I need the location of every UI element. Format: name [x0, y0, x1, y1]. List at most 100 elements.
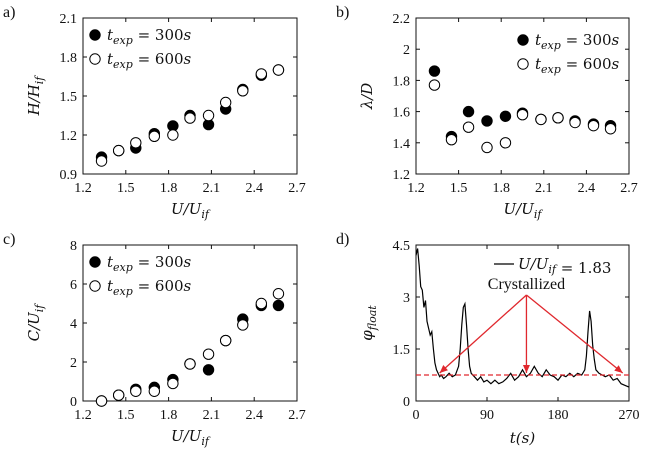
x-tick-label: 1.8 — [160, 408, 178, 423]
point-600s — [184, 358, 196, 370]
point-600s — [148, 385, 161, 397]
y-axis-label: λ/D — [358, 83, 376, 111]
y-tick-label: 2 — [70, 356, 77, 371]
y-axis-label: H/Hif — [25, 75, 46, 117]
legend-part: t — [535, 55, 542, 73]
legend-marker — [517, 34, 529, 46]
label-part: U/U — [171, 427, 203, 445]
label-part: if — [33, 75, 46, 85]
panel-c: 1.2 1.5 1.8 2.1 2.4 2.702468c)U/UifC/Uiftexp … — [3, 231, 306, 448]
legend-part: = 300 — [133, 26, 184, 44]
x-tick-label: 2.1 — [203, 181, 221, 196]
x-tick-label: 270 — [619, 408, 640, 423]
legend-label: texp = 600s — [107, 50, 192, 71]
axes-box — [415, 244, 630, 402]
y-axis-label-group: C/Uif — [25, 303, 46, 342]
x-tick-label: 1.5 — [450, 181, 468, 196]
legend-part: t — [107, 253, 114, 271]
y-tick-label: 1.8 — [60, 51, 78, 66]
legend-part: s — [612, 55, 620, 73]
y-tick-label: 0 — [403, 395, 410, 410]
point-600s — [499, 137, 512, 149]
panel-a: 1.2 1.5 1.8 2.1 2.4 2.70.91.21.51.82.1a)U/Uif… — [3, 4, 306, 221]
legend-part: = 600 — [561, 55, 612, 73]
x-tick-label: 1.2 — [74, 408, 92, 423]
annotation-arrow — [526, 294, 624, 374]
y-axis-label-group: φfloat — [358, 305, 379, 341]
point-600s — [604, 123, 617, 135]
y-tick-label: 1.2 — [60, 129, 78, 144]
label-part: φ — [358, 330, 376, 341]
point-300s — [428, 65, 441, 77]
y-tick-label: 1.5 — [60, 90, 78, 105]
x-axis-label: U/Uif — [171, 427, 211, 448]
y-tick-label: 2.2 — [393, 12, 411, 27]
point-600s — [167, 377, 179, 390]
legend-part: s — [184, 50, 192, 68]
panel-label: d) — [336, 231, 349, 248]
label-part: if — [548, 263, 558, 276]
x-tick-label: 1.2 — [74, 181, 92, 196]
x-tick-label: 180 — [548, 408, 569, 423]
y-tick-label: 6 — [70, 278, 77, 293]
point-600s — [237, 319, 249, 331]
legend-part: t — [107, 26, 114, 44]
panel-d: 0 90 180 270 0 1.5 3 4.5 d) t(s) φfloat Crystallize… — [336, 231, 640, 447]
legend-part: exp — [113, 58, 133, 71]
legend-label: U/Uif = 1.83 — [518, 255, 611, 277]
label-part: if — [534, 208, 544, 221]
legend-part: s — [184, 277, 192, 295]
y-tick-label: 1.5 — [393, 343, 411, 358]
x-tick-label: 2.7 — [288, 181, 306, 196]
legend-part: exp — [113, 261, 133, 274]
point-600s — [130, 137, 142, 149]
point-600s — [184, 112, 196, 124]
point-600s — [272, 288, 285, 300]
x-axis-label: t(s) — [510, 429, 536, 447]
point-600s — [272, 64, 285, 76]
legend-part: t — [535, 31, 542, 49]
point-600s — [95, 155, 108, 167]
x-tick-label: 1.5 — [117, 181, 135, 196]
y-tick-label: 2 — [403, 43, 410, 58]
legend-part: exp — [541, 39, 561, 52]
legend-part: t — [107, 50, 114, 68]
arrow-head — [522, 365, 530, 373]
y-axis-label: C/Uif — [25, 303, 46, 342]
y-axis-label-group: H/Hif — [25, 75, 46, 117]
y-tick-label: 0.9 — [60, 168, 78, 183]
point-600s — [167, 129, 179, 141]
x-tick-label: 2.1 — [203, 408, 221, 423]
point-600s — [569, 116, 581, 129]
arrow-head — [614, 365, 623, 373]
y-tick-label: 1.6 — [393, 106, 411, 121]
x-axis-label: U/Uif — [504, 200, 544, 221]
point-300s — [202, 364, 215, 376]
point-600s — [516, 109, 529, 121]
x-tick-label: 2.4 — [245, 408, 263, 423]
point-600s — [95, 395, 108, 407]
label-part: float — [366, 305, 379, 332]
label-part: λ/D — [358, 83, 376, 111]
point-600s — [148, 130, 161, 143]
point-600s — [587, 119, 600, 132]
label-part: H/H — [25, 83, 43, 116]
legend-part: = 600 — [133, 50, 184, 68]
legend-marker — [89, 53, 101, 65]
y-tick-label: 4 — [70, 317, 77, 332]
legend-part: s — [612, 31, 620, 49]
legend-marker — [517, 58, 529, 70]
point-600s — [202, 109, 215, 122]
label-part: U/U — [171, 200, 203, 218]
point-600s — [237, 85, 249, 97]
x-tick-label: 2.4 — [245, 181, 263, 196]
axes-box — [415, 17, 630, 175]
point-600s — [445, 133, 458, 146]
point-300s — [499, 110, 512, 122]
x-tick-label: 1.8 — [160, 181, 178, 196]
y-tick-label: 4.5 — [393, 239, 411, 254]
legend-label: texp = 600s — [535, 55, 620, 76]
y-axis-label: φfloat — [358, 305, 379, 341]
panel-label: b) — [336, 4, 349, 21]
x-tick-label: 0 — [413, 408, 420, 423]
